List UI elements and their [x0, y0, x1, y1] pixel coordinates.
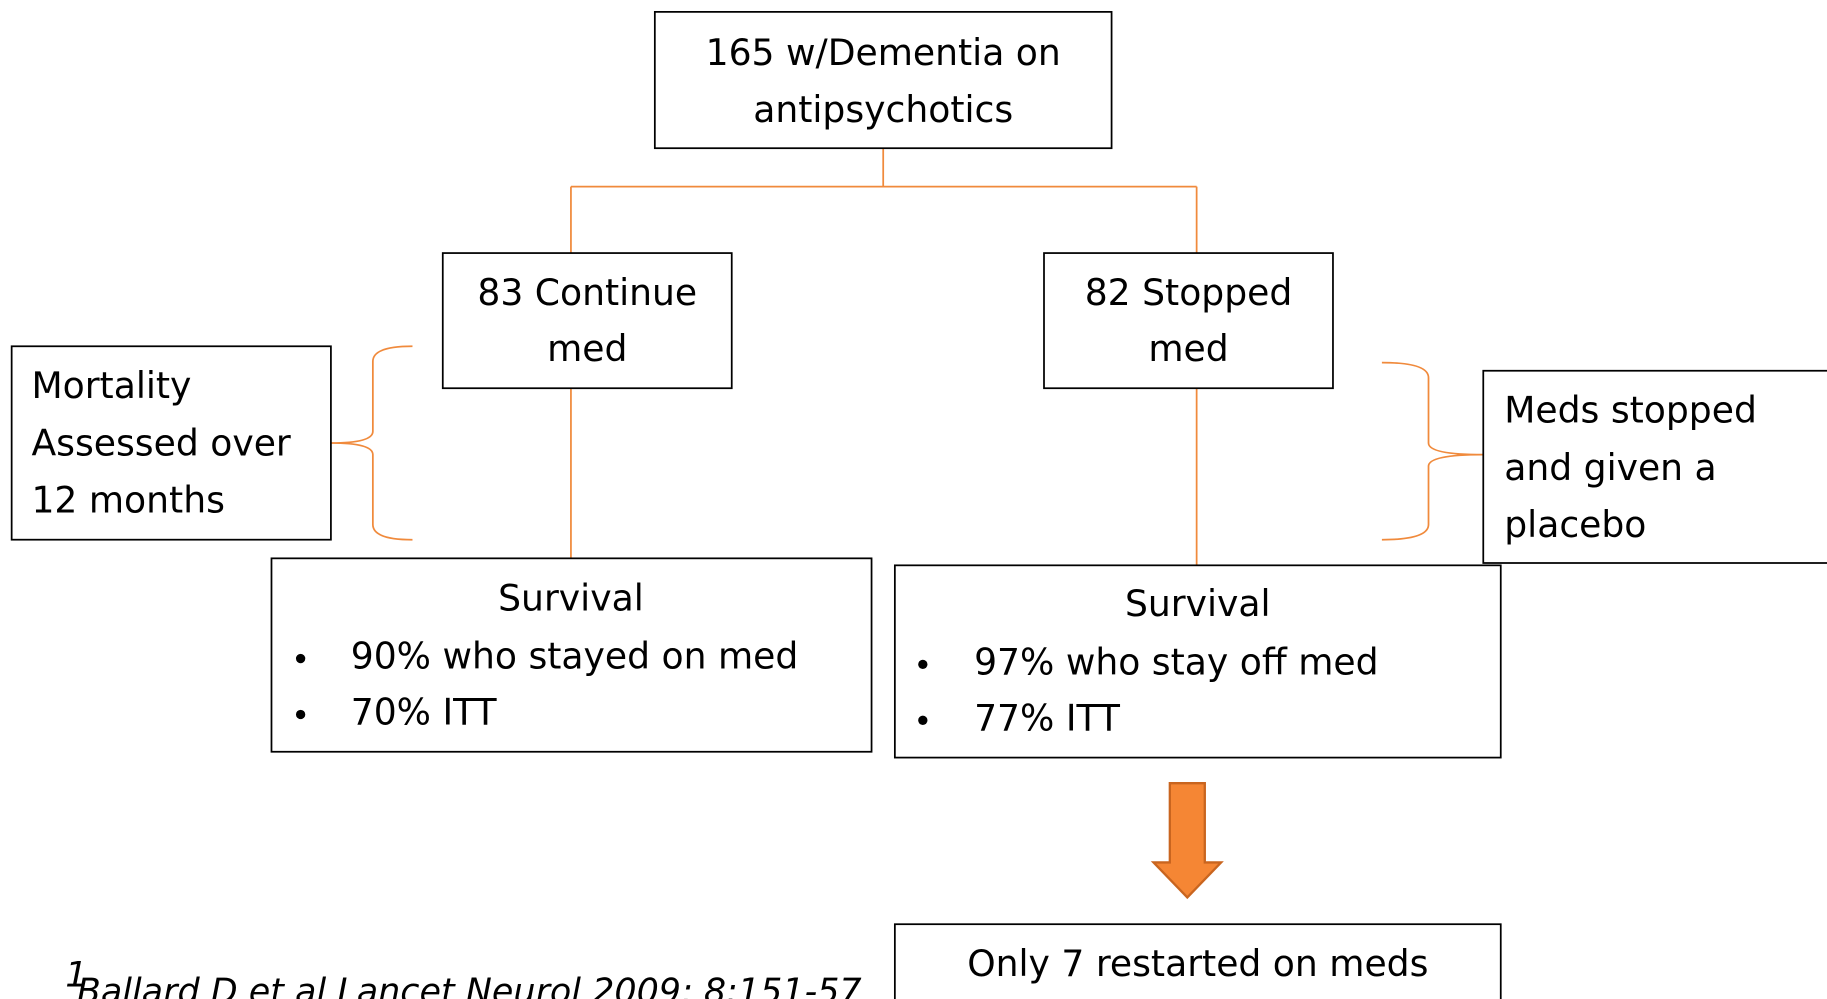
bullet-text: 70% ITT: [351, 690, 498, 733]
node-title: Survival: [1125, 582, 1271, 625]
node-text: antipsychotics: [753, 88, 1013, 131]
node-text: med: [547, 327, 627, 370]
bullet-text: 97% who stay off med: [974, 640, 1378, 683]
node-box: [893, 564, 1502, 759]
citation: Ballard D et al Lancet Neurol 2009; 8:15…: [77, 972, 862, 999]
note-box: [10, 345, 332, 541]
brace: [1381, 361, 1484, 541]
note-text: Meds stopped: [1504, 389, 1757, 432]
node-box: [893, 923, 1502, 999]
down-arrow: [1150, 782, 1224, 900]
bullet-text: 77% ITT: [974, 696, 1121, 739]
connector: [570, 388, 1198, 566]
node-box: [653, 10, 1113, 150]
node-box: [270, 557, 873, 753]
node-text: Only 7 restarted on meds: [967, 942, 1428, 985]
node-text: med: [1148, 327, 1228, 370]
node-box: [1043, 252, 1334, 390]
node-text: 165 w/Dementia on: [706, 31, 1061, 74]
brace: [330, 345, 413, 541]
bullet: [295, 653, 306, 664]
note-text: Assessed over: [31, 421, 290, 464]
note-text: Mortality: [31, 364, 191, 407]
node-box: [441, 252, 733, 390]
node-text: 83 Continue: [477, 271, 697, 314]
note-text: 12 months: [31, 478, 224, 521]
bullet: [918, 715, 928, 725]
connector: [570, 148, 1198, 254]
node-title: Survival: [498, 576, 644, 619]
citation-marker: 1: [65, 956, 87, 996]
note-box: [1482, 369, 1827, 564]
note-text: and given a: [1504, 446, 1716, 489]
node-text: 82 Stopped: [1085, 271, 1293, 314]
bullet: [295, 709, 306, 720]
note-text: placebo: [1504, 503, 1646, 546]
bullet: [918, 659, 928, 670]
bullet-text: 90% who stayed on med: [351, 635, 799, 678]
